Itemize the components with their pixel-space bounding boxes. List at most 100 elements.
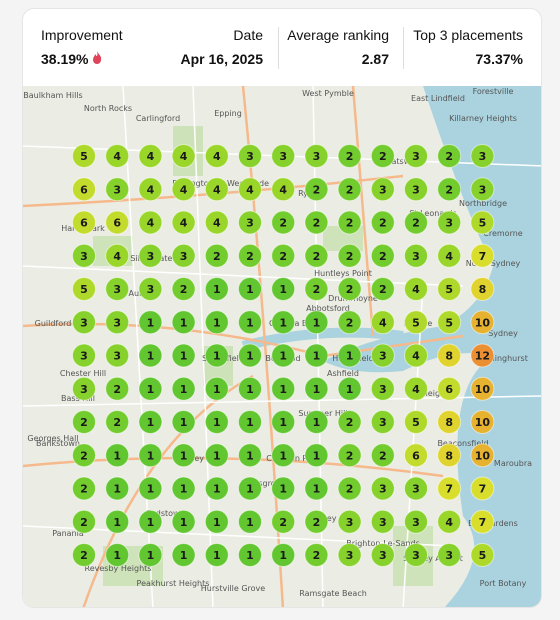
rank-marker — [138, 177, 163, 202]
rank-marker — [337, 343, 362, 368]
rank-label: 4 — [180, 150, 188, 163]
rank-label: 5 — [412, 316, 420, 329]
rank-marker — [404, 343, 428, 368]
rank-marker — [304, 509, 329, 534]
place-label: North Sydney — [466, 259, 521, 268]
rank-marker — [271, 443, 296, 468]
rank-marker — [171, 144, 196, 168]
rank-label: 4 — [445, 250, 453, 263]
rank-marker — [437, 277, 462, 301]
rank-marker — [470, 277, 495, 301]
rank-label: 1 — [213, 449, 221, 462]
rank-marker — [470, 243, 495, 268]
rank-label: 3 — [346, 549, 354, 562]
rank-marker — [204, 543, 229, 567]
rank-marker — [404, 243, 428, 268]
place-label: Baulkham Hills — [23, 91, 82, 100]
rank-label: 3 — [113, 316, 121, 329]
rank-label: 4 — [379, 316, 387, 329]
rank-label: 1 — [313, 483, 321, 496]
rank-marker — [72, 243, 96, 268]
rank-label: 1 — [180, 350, 188, 363]
rank-label: 2 — [346, 449, 354, 462]
rank-label: 3 — [379, 183, 387, 196]
rank-marker — [138, 376, 163, 401]
rank-marker — [238, 177, 262, 202]
ranking-card: Improvement 38.19% Date Apr 16, 2025 Avera… — [22, 8, 542, 608]
place-label: North Rocks — [84, 104, 132, 113]
rank-marker — [271, 210, 296, 235]
rank-label: 2 — [313, 549, 321, 562]
rank-label: 4 — [180, 217, 188, 230]
rank-marker — [470, 343, 495, 368]
rank-marker — [271, 476, 296, 501]
rank-label: 7 — [445, 483, 453, 496]
rank-marker — [370, 543, 395, 567]
rank-label: 1 — [279, 316, 287, 329]
rank-label: 7 — [479, 483, 487, 496]
rank-marker — [370, 509, 395, 534]
rank-label: 2 — [313, 250, 321, 263]
rank-marker — [304, 210, 329, 235]
rank-marker — [238, 310, 262, 335]
rank-marker — [238, 277, 262, 301]
rank-marker — [404, 376, 428, 401]
rank-marker — [437, 376, 462, 401]
rank-label: 3 — [113, 350, 121, 363]
rank-label: 10 — [475, 416, 491, 429]
rank-marker — [271, 376, 296, 401]
rank-marker — [238, 410, 262, 434]
rank-marker — [337, 310, 362, 335]
rank-label: 4 — [246, 183, 254, 196]
rank-label: 2 — [346, 316, 354, 329]
rank-label: 6 — [80, 183, 88, 196]
rank-label: 1 — [213, 516, 221, 529]
rank-label: 2 — [346, 217, 354, 230]
rank-label: 6 — [113, 217, 121, 230]
rank-marker — [404, 509, 428, 534]
rank-label: 1 — [279, 416, 287, 429]
stat-value: 73.37% — [475, 51, 523, 67]
rank-label: 1 — [279, 449, 287, 462]
rank-label: 1 — [113, 483, 121, 496]
rank-label: 2 — [379, 283, 387, 296]
rank-marker — [138, 243, 163, 268]
rank-label: 3 — [80, 250, 88, 263]
rank-marker — [72, 177, 96, 202]
rank-label: 3 — [113, 183, 121, 196]
rank-marker — [337, 177, 362, 202]
rank-label: 1 — [279, 383, 287, 396]
rank-marker — [304, 277, 329, 301]
rank-marker — [138, 509, 163, 534]
place-label: Wiley Park — [182, 454, 224, 463]
rank-label: 1 — [279, 549, 287, 562]
rank-marker — [404, 177, 428, 202]
rank-label: 3 — [180, 250, 188, 263]
rank-marker — [404, 144, 428, 168]
rank-label: 1 — [213, 383, 221, 396]
rank-marker — [238, 543, 262, 567]
rank-label: 3 — [279, 150, 287, 163]
rank-label: 1 — [180, 449, 188, 462]
rank-marker — [238, 144, 262, 168]
rank-label: 7 — [479, 516, 487, 529]
rank-label: 3 — [346, 516, 354, 529]
rank-marker — [204, 177, 229, 202]
rank-marker — [105, 310, 130, 335]
rank-marker — [204, 277, 229, 301]
place-label: Port Botany — [480, 579, 527, 588]
rank-label: 2 — [80, 549, 88, 562]
rank-label: 3 — [445, 549, 453, 562]
rank-label: 1 — [279, 483, 287, 496]
rank-label: 8 — [445, 416, 453, 429]
rank-label: 3 — [412, 483, 420, 496]
rank-marker — [370, 376, 395, 401]
rank-marker — [304, 476, 329, 501]
rank-marker — [72, 210, 96, 235]
rank-label: 1 — [147, 416, 155, 429]
rank-marker — [204, 310, 229, 335]
rank-label: 3 — [113, 283, 121, 296]
rank-label: 1 — [246, 516, 254, 529]
rank-marker — [337, 476, 362, 501]
rank-marker — [105, 177, 130, 202]
